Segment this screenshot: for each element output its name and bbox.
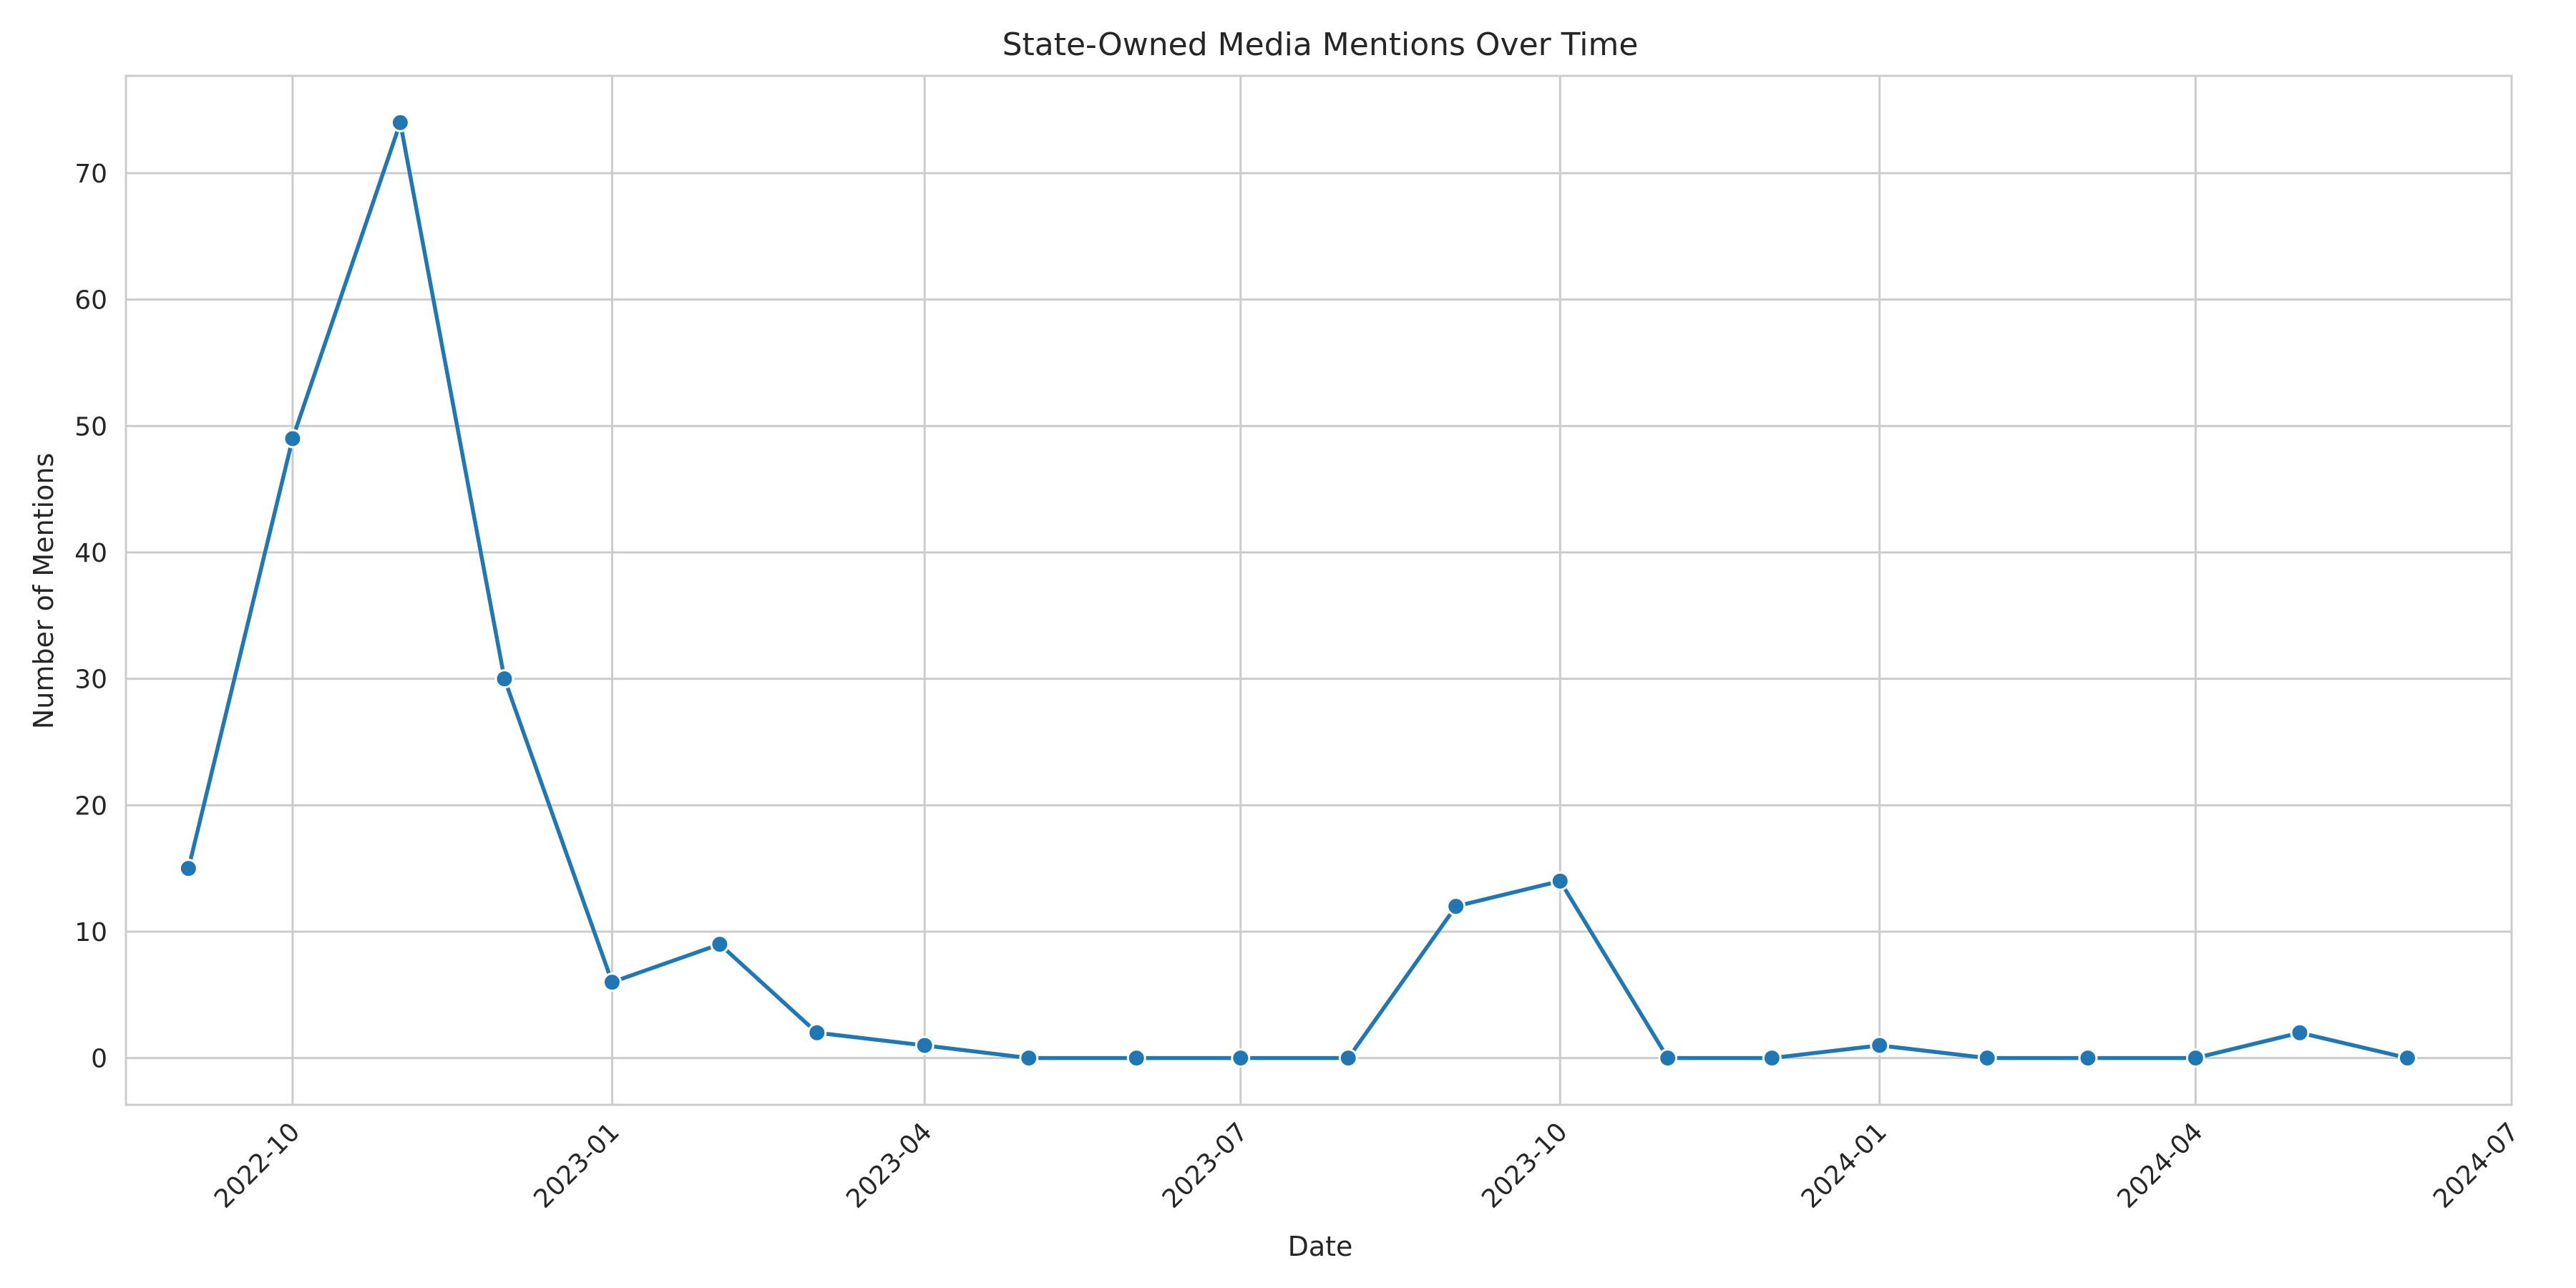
x-tick-label: 2022-10 xyxy=(209,1117,306,1214)
series-layer xyxy=(178,112,2417,1068)
data-point xyxy=(390,112,410,132)
data-point xyxy=(494,669,514,689)
y-tick-label: 40 xyxy=(74,539,107,568)
data-point xyxy=(1550,871,1570,891)
y-tick-label: 50 xyxy=(74,412,107,441)
data-point xyxy=(2185,1048,2205,1068)
x-tick-label: 2023-01 xyxy=(528,1117,625,1214)
data-point xyxy=(1762,1048,1782,1068)
y-tick-label: 70 xyxy=(74,160,107,189)
y-tick-label: 60 xyxy=(74,286,107,316)
x-axis-title: Date xyxy=(1288,1231,1353,1262)
x-tick-label: 2023-04 xyxy=(841,1117,937,1214)
y-tick-label: 0 xyxy=(91,1045,107,1074)
data-point xyxy=(2078,1048,2098,1068)
grid-lines xyxy=(126,76,2513,1105)
data-point xyxy=(602,972,622,992)
data-point xyxy=(1019,1048,1039,1068)
data-point xyxy=(2397,1048,2417,1068)
data-point xyxy=(2290,1023,2310,1043)
plot-frame xyxy=(125,74,2513,1106)
data-point xyxy=(1338,1048,1358,1068)
x-tick-labels: 2022-10 2023-01 2023-04 2023-07 2023-10 2024-… xyxy=(209,1117,2524,1214)
x-tick-label: 2023-10 xyxy=(1476,1117,1573,1214)
data-point xyxy=(914,1035,935,1055)
data-point xyxy=(1126,1048,1146,1068)
y-tick-label: 10 xyxy=(74,918,107,947)
x-tick-label: 2024-07 xyxy=(2428,1117,2524,1214)
data-point xyxy=(283,429,303,449)
data-point xyxy=(178,859,198,879)
chart-title: State-Owned Media Mentions Over Time xyxy=(1002,26,1639,63)
y-tick-label: 20 xyxy=(74,791,107,821)
data-point xyxy=(1446,897,1466,917)
y-tick-label: 30 xyxy=(74,665,107,695)
data-point xyxy=(1977,1048,1997,1068)
data-point xyxy=(710,935,730,955)
data-point xyxy=(1870,1035,1890,1055)
data-point xyxy=(807,1023,827,1043)
x-tick-label: 2024-01 xyxy=(1796,1117,1893,1214)
y-tick-labels: 0 10 20 30 40 50 60 70 xyxy=(74,160,107,1074)
series-line xyxy=(186,120,2410,1060)
y-axis-title: Number of Mentions xyxy=(28,453,59,729)
data-point xyxy=(1231,1048,1251,1068)
x-tick-label: 2024-04 xyxy=(2112,1117,2208,1214)
data-point xyxy=(1658,1048,1678,1068)
x-tick-label: 2023-07 xyxy=(1157,1117,1254,1214)
